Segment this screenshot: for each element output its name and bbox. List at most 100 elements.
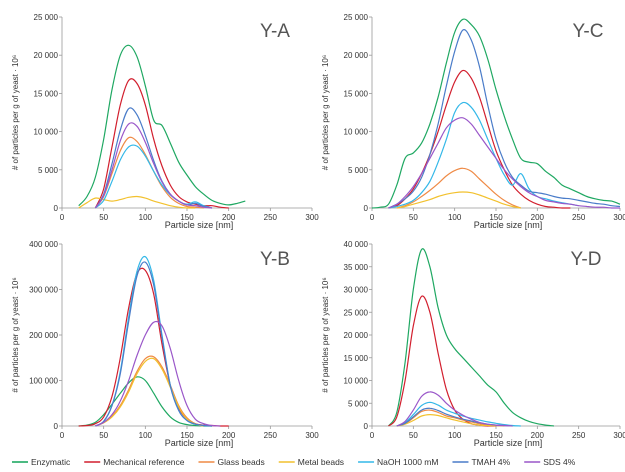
y-tick-label: 10 000	[344, 128, 369, 137]
x-tick-label: 300	[305, 213, 319, 222]
y-tick-label: 25 000	[344, 13, 369, 22]
legend-item: NaOH 1000 mM	[358, 457, 438, 467]
panel-title: Y-C	[573, 21, 604, 42]
x-tick-label: 50	[99, 213, 108, 222]
y-tick-label: 15 000	[344, 354, 369, 363]
series-line-glass-beads	[396, 167, 522, 209]
series-line-sds-4	[94, 122, 213, 209]
x-tick-label: 100	[448, 213, 462, 222]
y-axis-label: # of particles per g of yeast · 10⁶	[321, 55, 330, 170]
x-tick-label: 150	[489, 213, 503, 222]
series-line-tmah-4	[95, 261, 213, 427]
legend-label: Mechanical reference	[103, 457, 185, 467]
series-line-mechanical-reference	[78, 267, 229, 427]
series-line-metal-beads	[78, 195, 196, 209]
y-axis-label: # of particles per g of yeast · 10⁶	[321, 277, 330, 392]
legend-label: NaOH 1000 mM	[377, 457, 438, 467]
x-tick-label: 200	[531, 431, 545, 440]
legend-item: Mechanical reference	[84, 457, 185, 467]
x-tick-label: 100	[139, 431, 153, 440]
legend: Enzymatic Mechanical reference Glass beads…	[12, 457, 576, 467]
y-tick-label: 0	[54, 204, 59, 213]
series-line-metal-beads	[396, 191, 521, 209]
y-tick-label: 20 000	[344, 51, 369, 60]
x-tick-label: 300	[613, 431, 625, 440]
legend-label: Enzymatic	[31, 457, 71, 467]
panel-title: Y-A	[260, 21, 290, 42]
x-tick-label: 250	[572, 213, 586, 222]
series-line-mechanical-reference	[388, 295, 496, 427]
series-line-naoh-1000-mm	[388, 101, 579, 209]
x-axis-label: Particle size [nm]	[474, 220, 543, 230]
series-line-mechanical-reference	[94, 78, 229, 209]
series-line-sds-4	[396, 391, 513, 427]
x-tick-label: 200	[531, 213, 545, 222]
y-tick-label: 15 000	[344, 89, 369, 98]
series-line-enzymatic	[387, 248, 554, 427]
y-axis-label: # of particles per g of yeast · 10⁶	[11, 277, 20, 392]
series-line-sds-4	[95, 320, 221, 427]
series-line-sds-4	[388, 117, 620, 209]
y-tick-label: 20 000	[34, 51, 59, 60]
panel-title: Y-B	[260, 249, 290, 270]
y-axis-label: # of particles per g of yeast · 10⁶	[11, 55, 20, 170]
y-tick-label: 15 000	[34, 89, 59, 98]
legend-label: TMAH 4%	[471, 457, 510, 467]
x-axis-label: Particle size [nm]	[474, 438, 543, 448]
chart-panel-y-b: 0 100 000 200 000 300 000 400 000 0 50 100 150 20…	[11, 240, 319, 448]
y-tick-label: 20 000	[344, 331, 369, 340]
y-tick-label: 0	[364, 422, 369, 431]
series-line-metal-beads	[95, 357, 204, 427]
x-tick-label: 0	[370, 213, 375, 222]
x-axis-label: Particle size [nm]	[165, 438, 234, 448]
x-tick-label: 250	[264, 213, 278, 222]
x-tick-label: 0	[370, 431, 375, 440]
x-tick-label: 50	[409, 213, 418, 222]
series-line-glass-beads	[95, 355, 204, 427]
y-tick-label: 40 000	[344, 240, 369, 249]
series-line-metal-beads	[396, 413, 497, 427]
x-tick-label: 50	[99, 431, 108, 440]
chart-panel-y-d: 0 5 000 10 000 15 000 20 000 25 000 30 000 35 0…	[321, 240, 625, 448]
legend-item: SDS 4%	[524, 457, 576, 467]
x-tick-label: 50	[409, 431, 418, 440]
x-tick-label: 250	[572, 431, 586, 440]
x-tick-label: 200	[222, 213, 236, 222]
legend-item: Glass beads	[198, 457, 265, 467]
series-line-enzymatic	[78, 376, 212, 427]
x-tick-label: 100	[139, 213, 153, 222]
series-line-tmah-4	[388, 29, 621, 209]
x-axis-label: Particle size [nm]	[165, 220, 234, 230]
chart-panel-y-a: 0 5 000 10 000 15 000 20 000 25 000 0 50 100 150 2…	[11, 13, 319, 230]
y-tick-label: 35 000	[344, 263, 369, 272]
y-tick-label: 200 000	[29, 331, 58, 340]
series-line-enzymatic	[371, 18, 621, 209]
panel-title: Y-D	[571, 249, 602, 270]
y-tick-label: 300 000	[29, 286, 58, 295]
legend-label: Glass beads	[217, 457, 264, 467]
y-tick-label: 30 000	[344, 286, 369, 295]
legend-item: TMAH 4%	[452, 457, 511, 467]
x-tick-label: 100	[448, 431, 462, 440]
legend-label: Metal beads	[298, 457, 344, 467]
chart-panel-y-c: 0 5 000 10 000 15 000 20 000 25 000 0 50 100 150 2…	[321, 13, 625, 230]
y-tick-label: 10 000	[344, 377, 369, 386]
x-tick-label: 0	[60, 431, 65, 440]
series-line-naoh-1000-mm	[95, 255, 213, 427]
y-tick-label: 5 000	[348, 166, 369, 175]
y-tick-label: 5 000	[38, 166, 59, 175]
y-tick-label: 5 000	[348, 399, 369, 408]
legend-label: SDS 4%	[543, 457, 576, 467]
y-tick-label: 100 000	[29, 377, 58, 386]
x-tick-label: 150	[180, 431, 194, 440]
y-tick-label: 400 000	[29, 240, 58, 249]
x-tick-label: 150	[489, 431, 503, 440]
x-tick-label: 300	[613, 213, 625, 222]
y-tick-label: 0	[364, 204, 369, 213]
y-tick-label: 10 000	[34, 128, 59, 137]
x-tick-label: 250	[264, 431, 278, 440]
x-tick-label: 300	[305, 431, 319, 440]
series-line-naoh-1000-mm	[396, 401, 521, 427]
x-tick-label: 150	[180, 213, 194, 222]
